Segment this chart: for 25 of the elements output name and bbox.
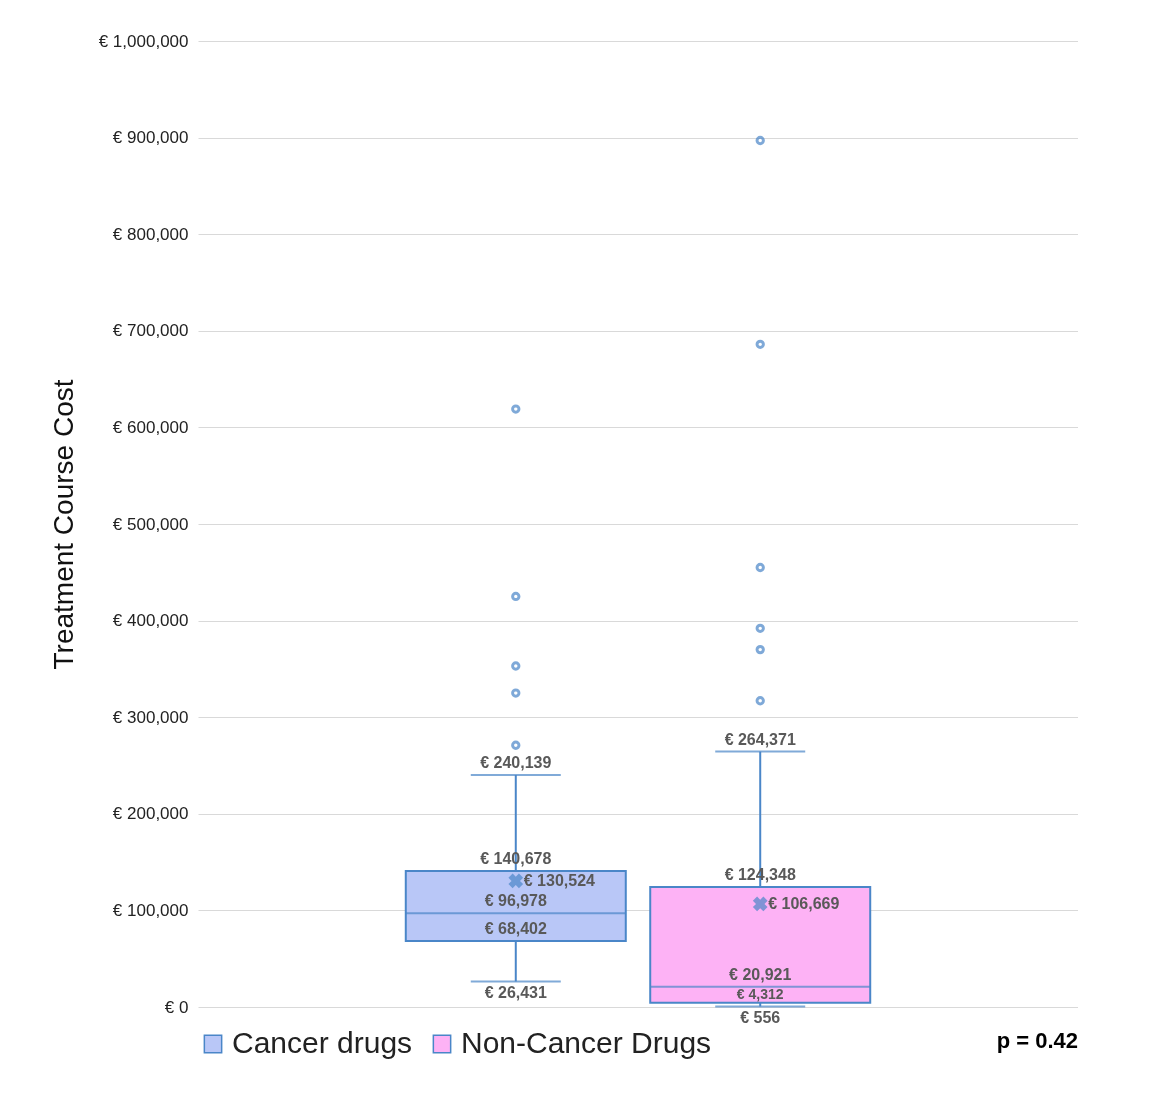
y-tick-label: € 0 bbox=[164, 997, 189, 1017]
annotation: € 556 bbox=[740, 1009, 781, 1027]
y-tick-label: € 1,000,000 bbox=[98, 31, 189, 51]
y-tick-label: € 400,000 bbox=[112, 611, 189, 631]
y-tick-label: € 900,000 bbox=[112, 128, 189, 148]
annotation: € 240,139 bbox=[480, 754, 552, 772]
legend-label: Non-Cancer Drugs bbox=[461, 1026, 712, 1059]
annotation: € 96,978 bbox=[484, 892, 548, 910]
y-tick-label: € 600,000 bbox=[112, 417, 189, 437]
y-tick-label: € 100,000 bbox=[112, 900, 189, 920]
annotation: € 26,431 bbox=[484, 984, 548, 1002]
annotation: € 4,312 bbox=[736, 985, 784, 1002]
annotation: € 68,402 bbox=[484, 919, 548, 937]
y-tick-label: € 200,000 bbox=[112, 804, 189, 824]
annotation: € 106,669 bbox=[768, 894, 840, 912]
y-axis-title: Treatment Course Cost bbox=[47, 379, 79, 670]
y-tick-label: € 800,000 bbox=[112, 224, 189, 244]
annotation: € 130,524 bbox=[523, 871, 596, 889]
y-tick-label: € 300,000 bbox=[112, 707, 189, 727]
legend-label: Cancer drugs bbox=[232, 1026, 413, 1059]
annotation: € 20,921 bbox=[729, 965, 792, 983]
y-tick-label: € 700,000 bbox=[112, 321, 189, 341]
y-tick-label: € 500,000 bbox=[112, 514, 189, 534]
text: p = 0.42 bbox=[996, 1028, 1078, 1053]
annotation: € 264,371 bbox=[724, 730, 796, 748]
